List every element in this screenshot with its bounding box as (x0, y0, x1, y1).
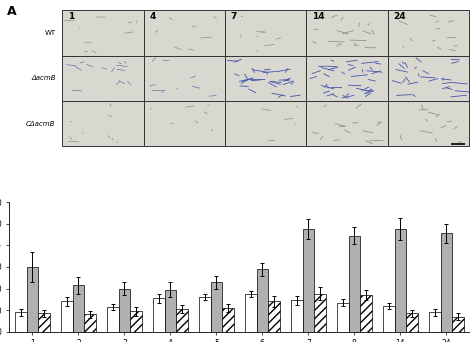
Text: 7: 7 (231, 12, 237, 21)
Text: 1: 1 (68, 12, 74, 21)
Bar (63, 10, 144, 56)
Bar (307, 56, 388, 101)
Bar (199, 297, 210, 332)
Bar (388, 101, 469, 146)
Bar (27, 267, 38, 332)
Bar (337, 303, 348, 332)
Bar (210, 282, 222, 332)
Bar (164, 290, 176, 332)
Bar (388, 56, 469, 101)
Text: 24: 24 (393, 12, 406, 21)
Bar (225, 10, 307, 56)
Text: A: A (7, 5, 17, 18)
Bar (314, 294, 326, 332)
Bar (406, 313, 418, 332)
Bar (38, 313, 50, 332)
Bar (73, 285, 84, 332)
Bar (452, 317, 464, 332)
Bar (307, 10, 388, 56)
Bar (256, 269, 268, 332)
Bar (222, 308, 234, 332)
Bar (307, 101, 388, 146)
Bar (144, 10, 225, 56)
Text: 4: 4 (149, 12, 156, 21)
Bar (144, 101, 225, 146)
Bar (268, 302, 280, 332)
Bar (440, 234, 452, 332)
Bar (225, 56, 307, 101)
Bar (360, 295, 372, 332)
Bar (118, 289, 130, 332)
Bar (245, 294, 256, 332)
Bar (225, 101, 307, 146)
Bar (394, 229, 406, 332)
Text: 14: 14 (312, 12, 325, 21)
Text: ΔacmB: ΔacmB (31, 75, 55, 81)
Bar (107, 307, 118, 332)
Bar (15, 312, 27, 332)
Bar (176, 309, 188, 332)
Text: WT: WT (45, 30, 55, 36)
Bar (291, 300, 302, 332)
Bar (130, 311, 142, 332)
Bar (84, 314, 96, 332)
Bar (383, 306, 394, 332)
Bar (348, 236, 360, 332)
Bar (388, 10, 469, 56)
Bar (429, 312, 440, 332)
Bar (153, 298, 164, 332)
Text: CΔacmB: CΔacmB (26, 121, 55, 127)
Bar (61, 302, 73, 332)
Bar (63, 56, 144, 101)
Bar (144, 56, 225, 101)
Bar (302, 229, 314, 332)
Bar (63, 101, 144, 146)
